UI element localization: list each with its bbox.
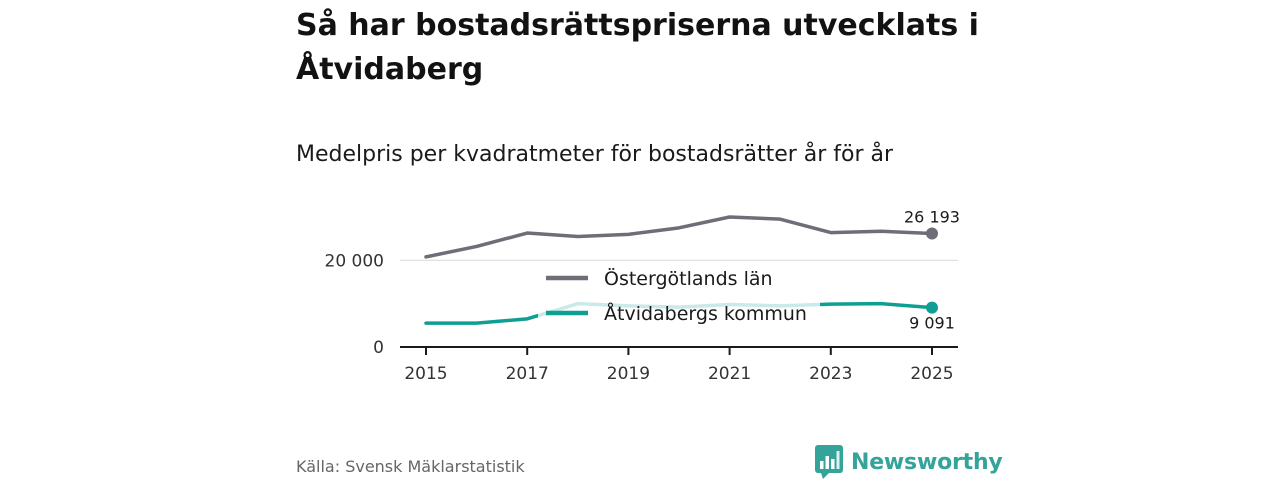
legend-label: Åtvidabergs kommun	[604, 302, 807, 325]
y-tick-label: 20 000	[325, 251, 384, 271]
x-tick-label: 2021	[708, 364, 751, 384]
legend-background	[538, 262, 820, 332]
endpoint-value-label: 9 091	[909, 314, 955, 333]
x-tick-label: 2017	[506, 364, 549, 384]
x-tick-label: 2025	[910, 364, 953, 384]
legend: Östergötlands län Åtvidabergs kommun	[538, 262, 820, 332]
endpoint-value-label: 26 193	[904, 207, 960, 226]
x-tick-label: 2019	[607, 364, 650, 384]
series-line-0	[424, 215, 934, 259]
series-endpoints: 26 193 9 091	[904, 207, 960, 332]
legend-label: Östergötlands län	[604, 267, 773, 290]
series-endpoint-dot	[926, 301, 938, 314]
brand-logo: Newsworthy	[815, 445, 1003, 479]
newsworthy-logo-icon	[815, 445, 843, 479]
source-note: Källa: Svensk Mäklarstatistik	[296, 457, 525, 476]
y-axis-labels: 0 20 000	[325, 251, 384, 358]
chart-subtitle: Medelpris per kvadratmeter för bostadsrä…	[296, 142, 894, 167]
x-axis: 2015 2017 2019 2021 2023 2025	[400, 346, 958, 384]
chart-title: Så har bostadsrättspriserna utvecklats i…	[296, 8, 979, 87]
x-tick-label: 2015	[404, 364, 447, 384]
series-endpoint-dot	[926, 227, 938, 240]
y-tick-label: 0	[373, 338, 384, 358]
x-tick-label: 2023	[809, 364, 852, 384]
brand-name: Newsworthy	[851, 449, 1003, 475]
